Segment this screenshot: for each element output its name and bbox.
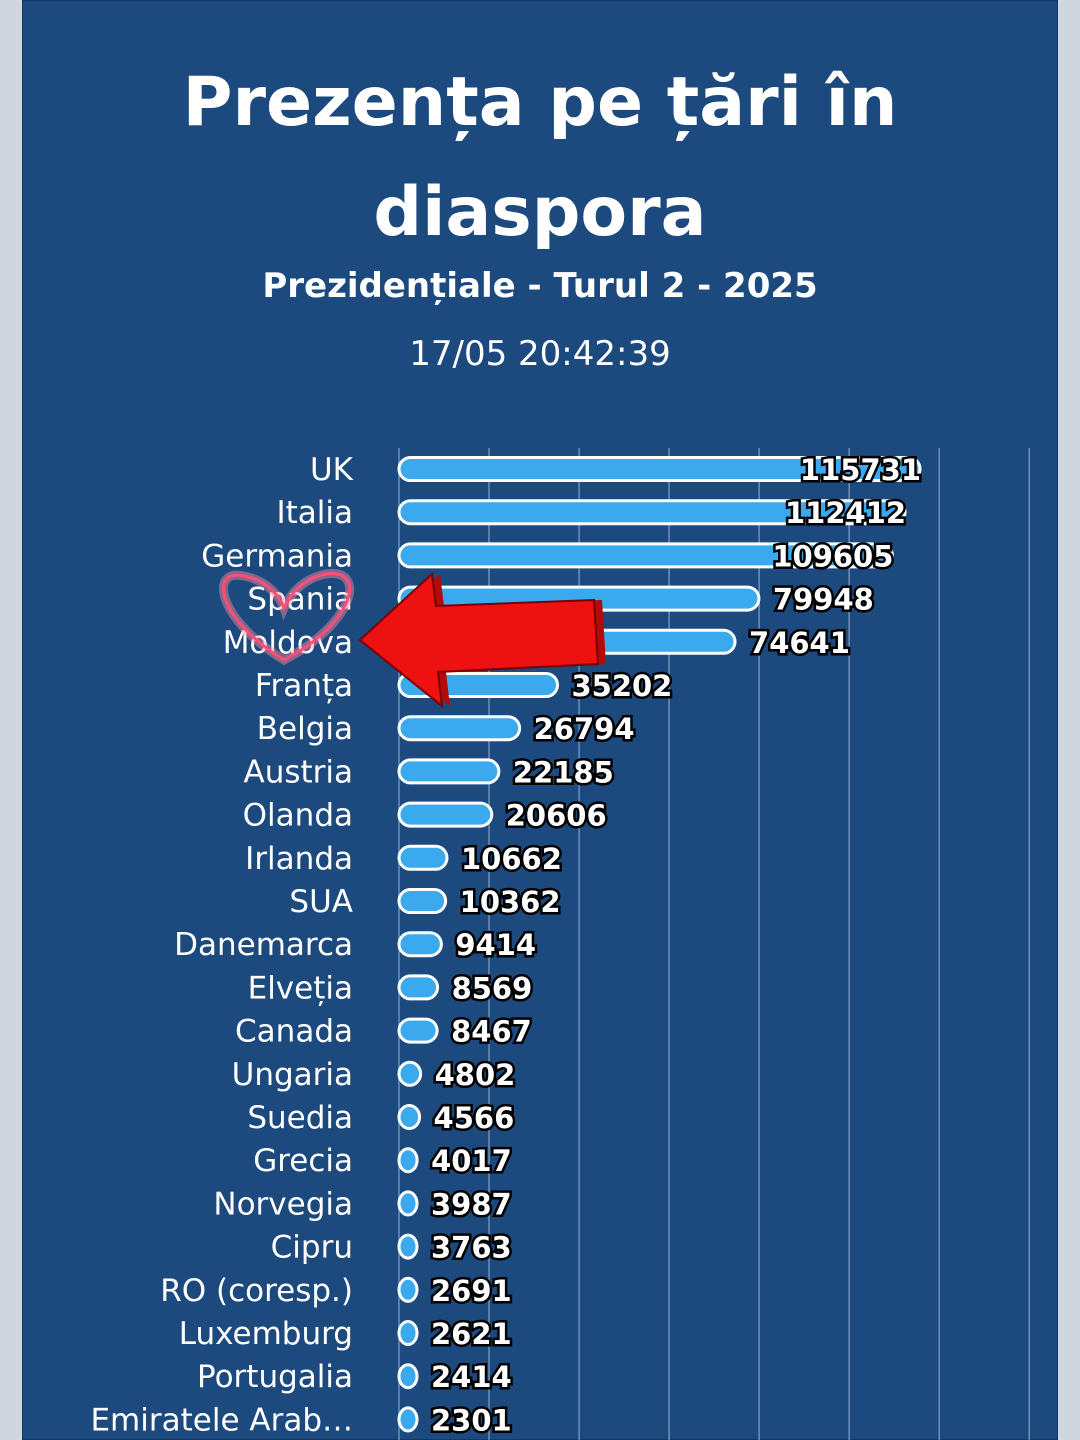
- category-label: Germania: [201, 538, 353, 574]
- category-label: Portugalia: [197, 1359, 353, 1395]
- value-label: 74641: [749, 626, 850, 660]
- category-label: Luxemburg: [179, 1316, 353, 1352]
- bar-8: [397, 801, 494, 828]
- category-label: SUA: [289, 884, 353, 920]
- bar-0: [397, 456, 922, 482]
- value-label: 10662: [461, 842, 562, 876]
- chart-panel: Prezența pe țări în diaspora Prezidenția…: [22, 0, 1058, 1440]
- category-label: Olanda: [243, 798, 353, 834]
- category-label: Norvegia: [213, 1186, 353, 1222]
- category-label: Suedia: [247, 1100, 353, 1136]
- category-label: Franța: [255, 668, 353, 704]
- value-label: 22185: [513, 755, 614, 789]
- category-label: Italia: [276, 495, 353, 531]
- category-label: Canada: [235, 1014, 353, 1050]
- bar-14: [397, 1060, 423, 1087]
- category-label: UK: [310, 452, 354, 488]
- bar-16: [397, 1147, 419, 1174]
- category-label: Grecia: [253, 1143, 353, 1179]
- value-label: 112412: [785, 496, 906, 530]
- red-arrow-icon: [358, 571, 606, 709]
- bar-18: [397, 1233, 419, 1260]
- bar-12: [397, 974, 440, 1001]
- timestamp: 17/05 20:42:39: [409, 334, 671, 374]
- value-label: 115731: [800, 453, 921, 487]
- value-label: 8569: [452, 971, 533, 1005]
- bar-19: [397, 1276, 419, 1303]
- category-label: Elveția: [248, 970, 353, 1006]
- category-label: RO (coresp.): [160, 1273, 353, 1309]
- bar-21: [397, 1363, 419, 1390]
- category-label: Emiratele Arab…: [90, 1402, 353, 1438]
- value-label: 109605: [772, 539, 893, 573]
- category-label: Austria: [243, 754, 353, 790]
- category-label: Cipru: [271, 1230, 353, 1266]
- category-label: Moldova: [223, 625, 353, 661]
- value-label: 2414: [431, 1360, 512, 1394]
- value-label: 4017: [431, 1144, 512, 1178]
- bar-6: [397, 715, 522, 742]
- bar-15: [397, 1104, 422, 1130]
- category-label: Ungaria: [232, 1057, 353, 1093]
- chart-subtitle: Prezidențiale - Turul 2 - 2025: [262, 266, 818, 306]
- chart-title: Prezența pe țări în diaspora: [22, 48, 1058, 268]
- value-label: 10362: [460, 885, 561, 919]
- value-label: 35202: [571, 669, 672, 703]
- bar-7: [397, 758, 501, 785]
- bar-22: [397, 1406, 419, 1433]
- title-line-2: diaspora: [373, 173, 707, 252]
- value-label: 26794: [534, 712, 635, 746]
- value-label: 8467: [451, 1015, 532, 1049]
- bar-10: [397, 888, 448, 914]
- value-label: 4802: [435, 1058, 516, 1092]
- value-label: 2621: [431, 1317, 512, 1351]
- value-label: 2691: [431, 1274, 512, 1308]
- heart-outline-icon: [218, 569, 355, 666]
- bar-17: [397, 1190, 419, 1217]
- value-label: 79948: [773, 583, 874, 617]
- bar-13: [397, 1017, 439, 1044]
- value-label: 20606: [506, 799, 607, 833]
- value-label: 2301: [431, 1403, 512, 1437]
- title-line-1: Prezența pe țări în: [182, 63, 898, 142]
- value-label: 3763: [431, 1231, 512, 1265]
- category-label: Irlanda: [245, 841, 353, 877]
- value-label: 4566: [434, 1101, 515, 1135]
- value-label: 9414: [455, 928, 536, 962]
- value-label: 3987: [431, 1187, 512, 1221]
- bar-20: [397, 1320, 419, 1346]
- bar-9: [397, 844, 449, 871]
- category-label: Belgia: [257, 711, 353, 747]
- bar-2: [397, 542, 894, 569]
- category-label: Danemarca: [174, 927, 353, 963]
- bar-11: [397, 931, 443, 958]
- bar-1: [397, 499, 907, 526]
